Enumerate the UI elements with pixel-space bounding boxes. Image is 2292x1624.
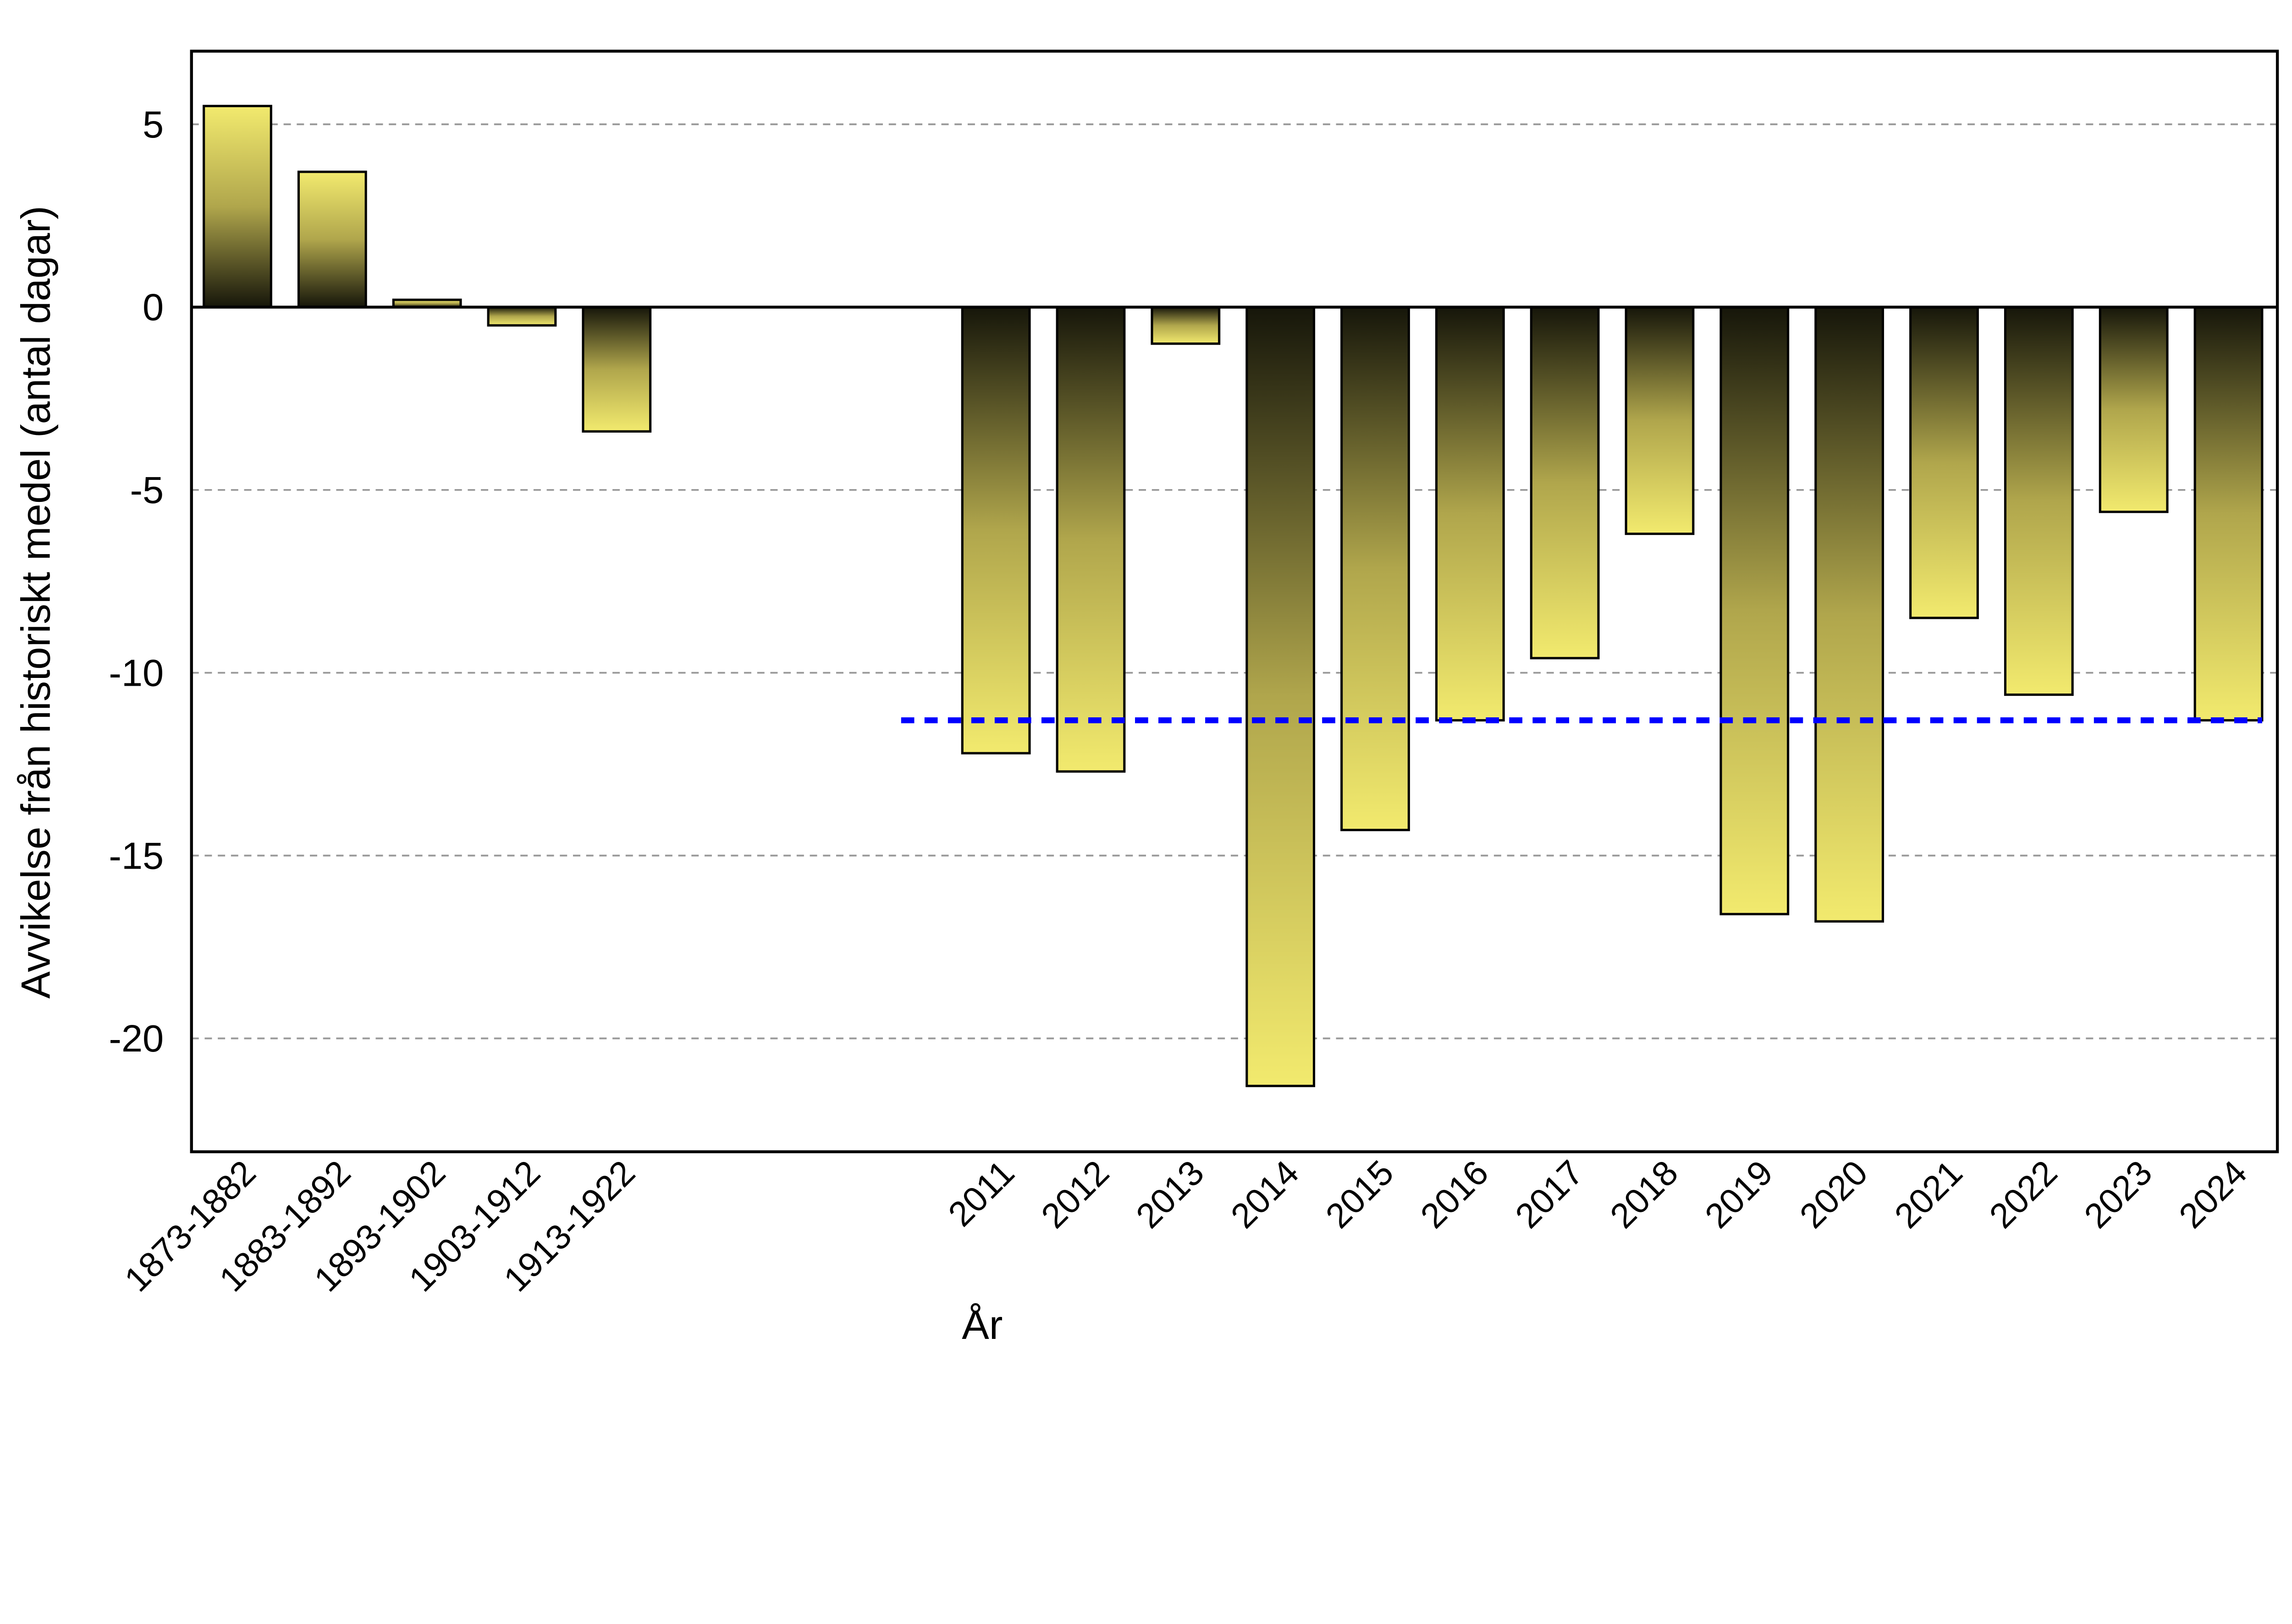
bar: [1909, 306, 1979, 619]
y-tick-label: 5: [143, 103, 164, 146]
x-axis-label: År: [962, 1302, 1003, 1348]
x-tick-label: 2014: [1223, 1153, 1306, 1236]
bar-chart: 5 0 -5 -10 -15 -20 1873-18821883-18921893-190…: [12, 50, 2279, 1348]
plot-frame: [190, 50, 2279, 1153]
y-tick-labels: 5 0 -5 -10 -15 -20: [109, 103, 164, 1060]
y-tick-label: 0: [143, 286, 164, 329]
x-tick-label: 2012: [1034, 1153, 1117, 1236]
x-tick-label: 2020: [1792, 1153, 1875, 1236]
x-tick-label: 2017: [1508, 1153, 1591, 1236]
y-tick-label: -15: [109, 834, 164, 877]
bar: [1719, 306, 1790, 915]
x-tick-label: 2023: [2077, 1153, 2160, 1236]
bar: [297, 171, 367, 308]
bar: [203, 105, 272, 308]
bar: [2004, 306, 2074, 696]
x-tick-label: 2022: [1982, 1153, 2065, 1236]
y-tick-label: -5: [130, 469, 164, 512]
x-tick-label: 2024: [2172, 1153, 2254, 1236]
bar: [487, 306, 557, 327]
bar: [961, 306, 1031, 754]
bar: [2193, 306, 2264, 721]
bar: [1814, 306, 1884, 923]
y-axis-label: Avvikelse från historiskt medel (antal d…: [12, 206, 58, 999]
x-tick-label: 2011: [941, 1153, 1022, 1234]
x-tick-labels: 1873-18821883-18921893-19021903-19121913…: [117, 1153, 2254, 1299]
bar: [1435, 306, 1505, 721]
bar: [1056, 306, 1126, 773]
bar: [1530, 306, 1600, 660]
x-tick-label: 2021: [1887, 1153, 1970, 1236]
x-tick-label: 2018: [1603, 1153, 1686, 1236]
bar: [1245, 306, 1316, 1087]
y-tick-label: -10: [109, 651, 164, 694]
bar: [2099, 306, 2169, 513]
bars: [191, 105, 2278, 1087]
bar: [582, 306, 652, 433]
y-tick-label: -20: [109, 1017, 164, 1060]
x-tick-label: 2016: [1413, 1153, 1496, 1236]
bar: [1151, 306, 1221, 345]
bar: [1625, 306, 1695, 535]
x-tick-label: 2013: [1129, 1153, 1212, 1236]
x-tick-label: 2015: [1318, 1153, 1401, 1236]
x-tick-label: 2019: [1698, 1153, 1780, 1236]
bar: [1340, 306, 1410, 831]
